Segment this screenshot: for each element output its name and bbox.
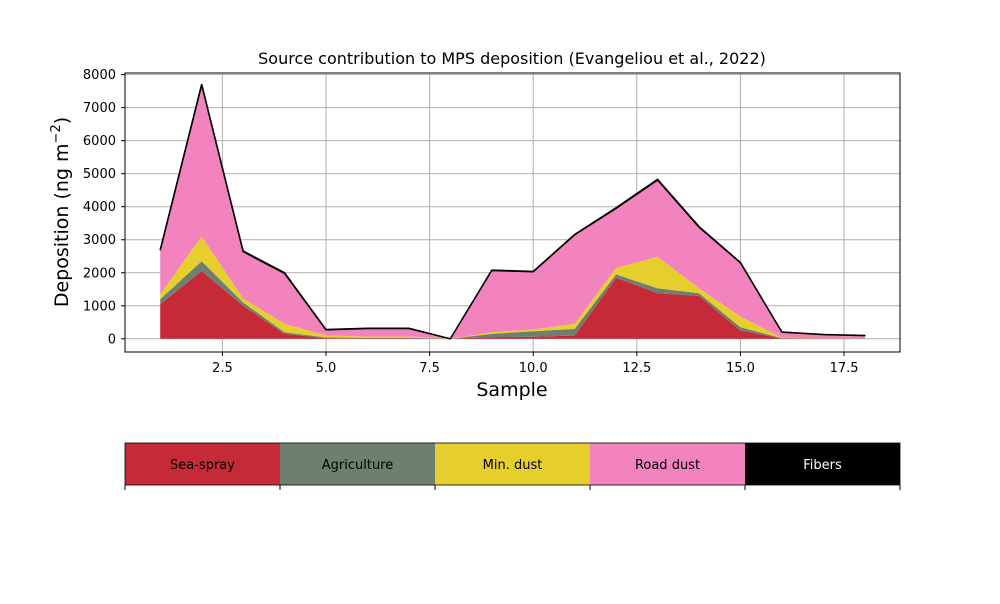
area-road-dust <box>160 84 865 339</box>
plot-frame <box>124 72 901 353</box>
x-tick-label: 5.0 <box>316 361 337 376</box>
legend-label-sea-spray: Sea-spray <box>170 458 235 473</box>
legend-label-min-dust: Min. dust <box>483 458 543 473</box>
x-tick-label: 12.5 <box>622 361 651 376</box>
legend: Sea-spray Agriculture Min. dust Road dust Fi… <box>124 442 901 490</box>
y-tick-label: 4000 <box>83 200 116 215</box>
x-axis-label: Sample <box>476 379 547 401</box>
legend-swatch-fibers <box>745 443 900 485</box>
area-sea-spray <box>160 271 865 339</box>
y-tick-label: 6000 <box>83 134 116 149</box>
y-tick-label: 3000 <box>83 233 116 248</box>
legend-frame <box>124 442 901 486</box>
stacked-areas <box>159 84 866 340</box>
chart-title: Source contribution to MPS deposition (E… <box>258 49 766 68</box>
grid <box>125 73 900 352</box>
x-tick-label: 2.5 <box>212 361 233 376</box>
y-axis-label-main: Deposition (ng m <box>51 143 73 307</box>
y-axis-label-exponent: −2 <box>49 124 64 143</box>
y-tick-label: 1000 <box>83 299 116 314</box>
x-tick-label: 10.0 <box>519 361 548 376</box>
legend-label-agriculture: Agriculture <box>322 458 394 473</box>
y-axis-label-close: ) <box>51 117 73 124</box>
legend-swatch-agriculture <box>280 443 435 485</box>
legend-swatch-min-dust <box>435 443 590 485</box>
y-tick-label: 0 <box>108 332 116 347</box>
legend-swatch-sea-spray <box>125 443 280 485</box>
y-tick-label: 7000 <box>83 101 116 116</box>
legend-label-road-dust: Road dust <box>635 458 700 473</box>
y-axis-label: Deposition (ng m−2) <box>49 117 73 307</box>
axes: 2.5 5.0 7.5 10.0 12.5 15.0 17.5 0 1000 2000 3000 40… <box>83 68 901 376</box>
x-tick-label: 17.5 <box>830 361 859 376</box>
y-tick-label: 8000 <box>83 68 116 83</box>
legend-swatch-road-dust <box>590 443 745 485</box>
x-tick-label: 7.5 <box>419 361 440 376</box>
x-tick-label: 15.0 <box>726 361 755 376</box>
area-fibers <box>159 84 866 340</box>
y-tick-label: 2000 <box>83 266 116 281</box>
y-tick-label: 5000 <box>83 167 116 182</box>
legend-label-fibers: Fibers <box>803 458 842 473</box>
